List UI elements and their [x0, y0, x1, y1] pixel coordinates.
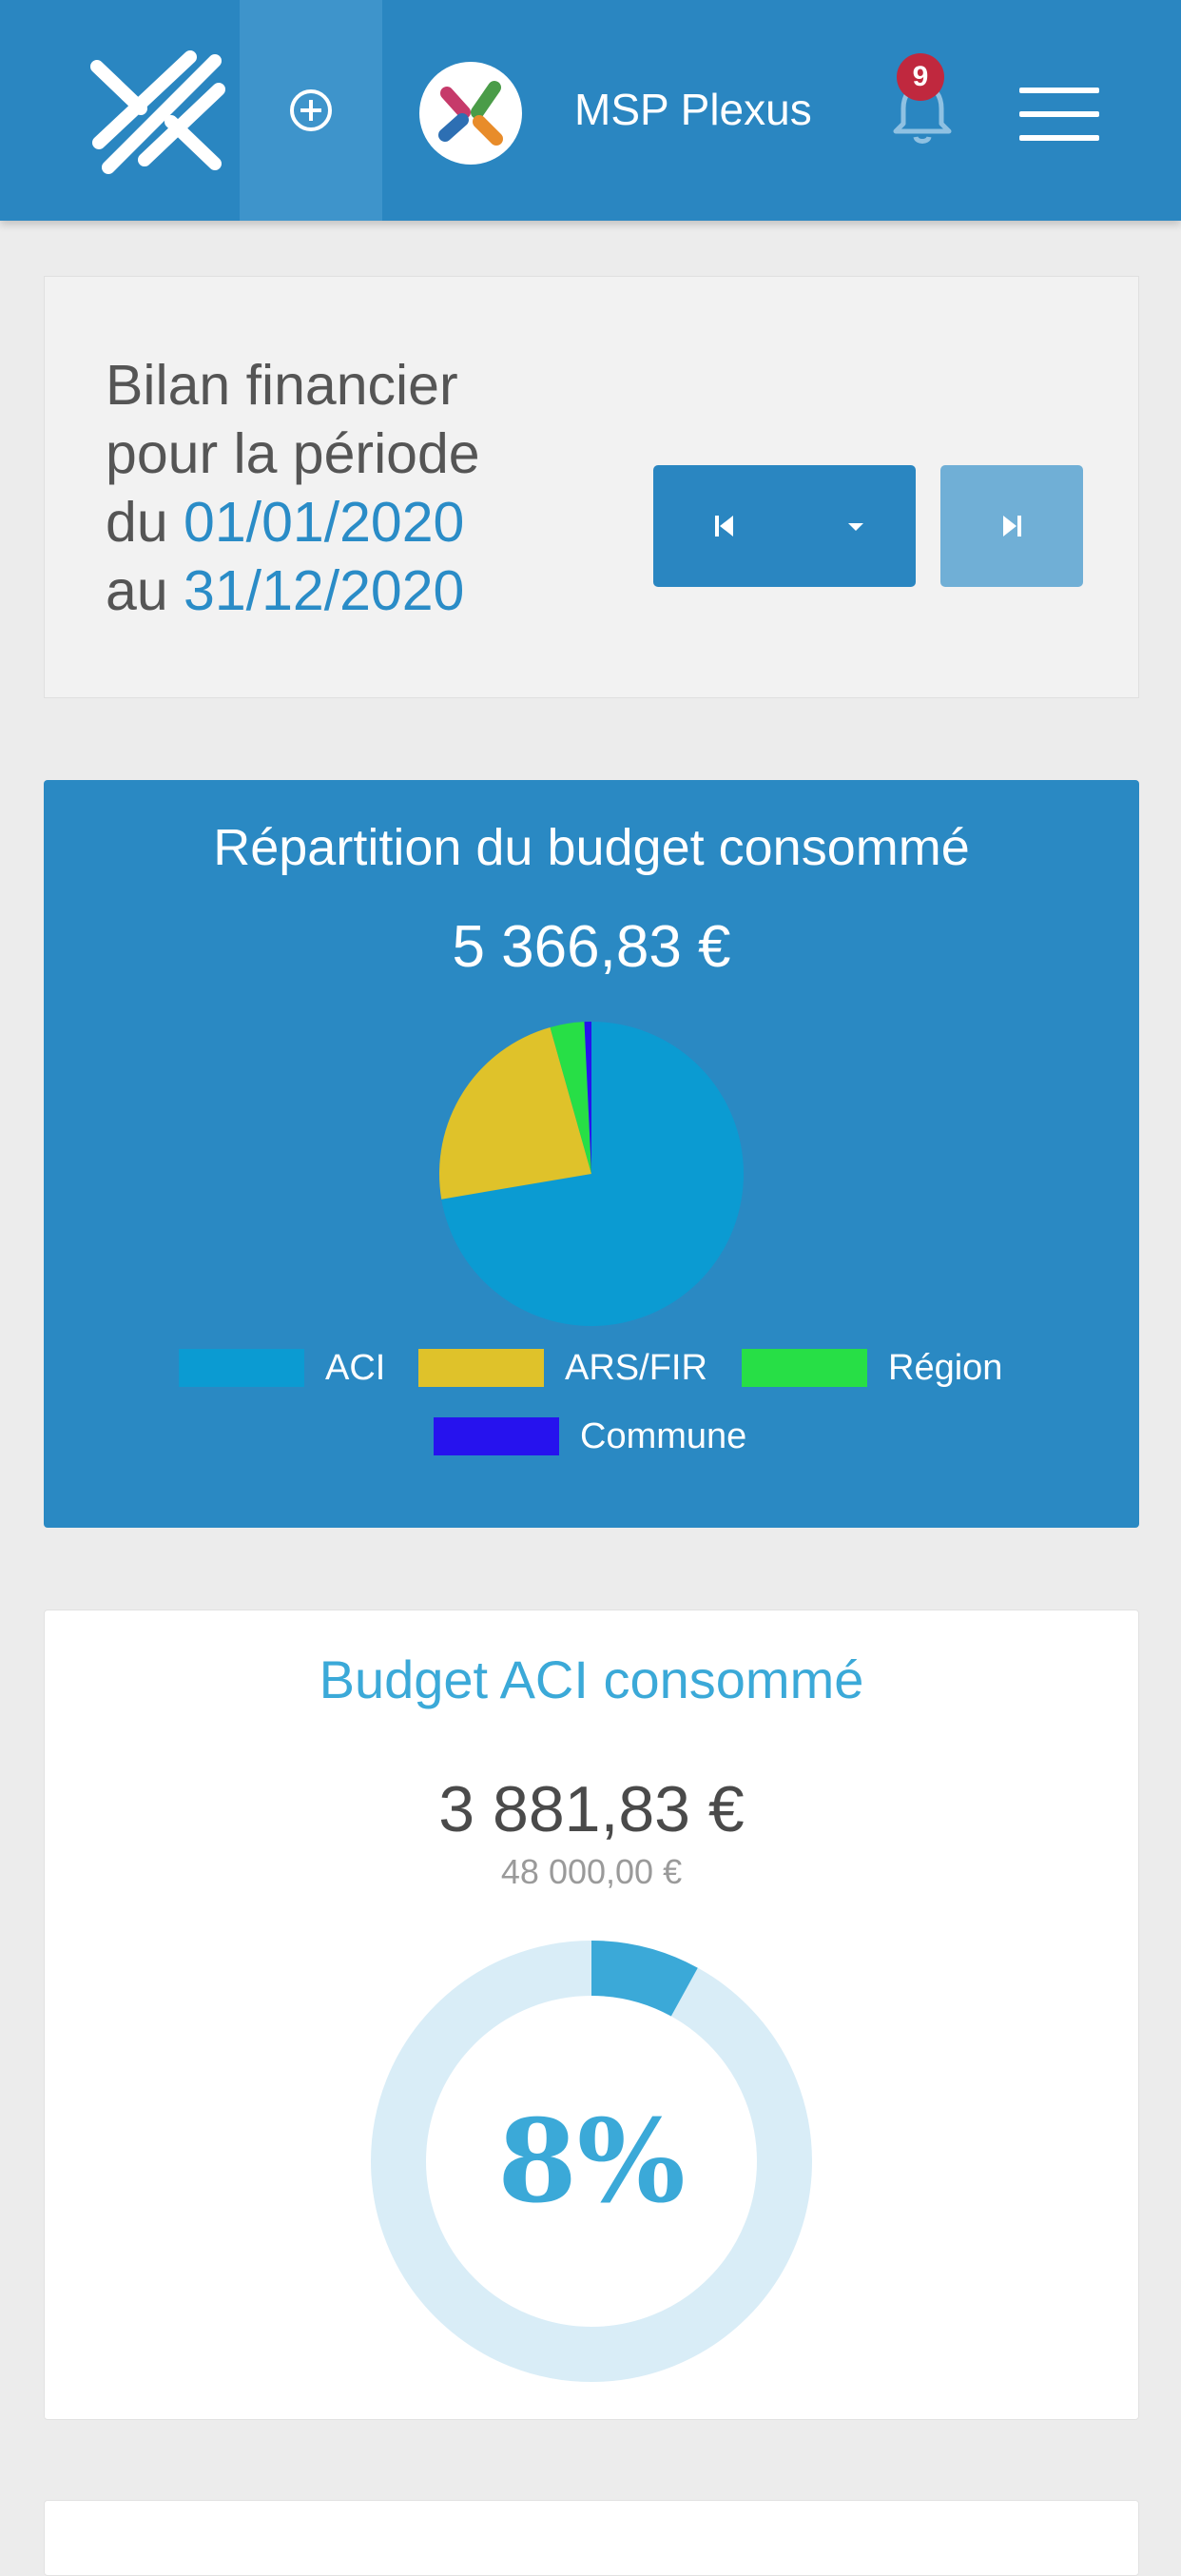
- aci-budget-used: 3 881,83 €: [438, 1773, 745, 1845]
- budget-split-card: Répartition du budget consommé 5 366,83 …: [44, 780, 1139, 1528]
- legend-item-ars-fir[interactable]: ARS/FIR: [418, 1347, 707, 1389]
- next-period-button[interactable]: [940, 465, 1083, 587]
- legend-label-aci: ACI: [325, 1347, 386, 1388]
- period-title-line1: Bilan financier: [106, 354, 458, 417]
- legend-swatch-aci: [179, 1349, 304, 1387]
- aci-percent-label: 8%: [497, 2094, 686, 2229]
- add-button[interactable]: [240, 0, 382, 221]
- pie-slice-commune[interactable]: [584, 1022, 591, 1174]
- budget-split-title: Répartition du budget consommé: [213, 819, 970, 876]
- caret-down-icon: [848, 523, 863, 531]
- legend-swatch-commune: [434, 1417, 559, 1455]
- top-bar: MSP Plexus 9: [0, 0, 1181, 221]
- pie-slice-aci[interactable]: [441, 1022, 744, 1326]
- period-card: Bilan financier pour la période du 01/01…: [44, 276, 1139, 698]
- legend-label-region: Région: [888, 1347, 1003, 1388]
- notification-badge: 9: [897, 53, 944, 101]
- period-date-to: 31/12/2020: [184, 559, 465, 622]
- period-from-prefix: du: [106, 491, 168, 554]
- org-name[interactable]: MSP Plexus: [574, 85, 812, 134]
- pie-slice-r-gion[interactable]: [550, 1022, 591, 1174]
- legend-swatch-region: [742, 1349, 867, 1387]
- budget-pie-chart: [439, 1022, 744, 1326]
- plexus-logo-icon[interactable]: [76, 38, 238, 190]
- period-dropdown-button[interactable]: [796, 465, 916, 587]
- period-heading: Bilan financier pour la période du 01/01…: [106, 351, 638, 625]
- legend-item-region[interactable]: Région: [742, 1347, 1002, 1389]
- skip-next-icon: [1003, 516, 1021, 537]
- period-to-prefix: au: [106, 559, 168, 622]
- plus-circle-icon: [290, 89, 332, 131]
- next-card: [44, 2500, 1139, 2576]
- hamburger-menu-icon[interactable]: [1019, 88, 1099, 141]
- aci-budget-total: 48 000,00 €: [500, 1852, 683, 1891]
- aci-budget-card: Budget ACI consommé 3 881,83 € 48 000,00…: [44, 1610, 1139, 2420]
- skip-first-icon: [715, 516, 733, 537]
- legend-label-ars-fir: ARS/FIR: [565, 1347, 707, 1388]
- budget-split-total: 5 366,83 €: [452, 914, 731, 980]
- period-nav-group: [653, 465, 916, 587]
- legend-label-commune: Commune: [580, 1415, 747, 1456]
- period-title-line2: pour la période: [106, 422, 480, 485]
- org-logo-icon[interactable]: [418, 61, 523, 166]
- aci-budget-title: Budget ACI consommé: [319, 1649, 864, 1709]
- legend-swatch-ars-fir: [418, 1349, 544, 1387]
- first-period-button[interactable]: [653, 465, 796, 587]
- legend-item-commune[interactable]: Commune: [434, 1415, 746, 1457]
- legend-item-aci[interactable]: ACI: [179, 1347, 385, 1389]
- donut-progress-arc: [590, 1941, 698, 2017]
- aci-donut-chart: [371, 1941, 812, 2382]
- pie-slice-ars-fir[interactable]: [439, 1027, 591, 1200]
- period-date-from: 01/01/2020: [184, 491, 465, 554]
